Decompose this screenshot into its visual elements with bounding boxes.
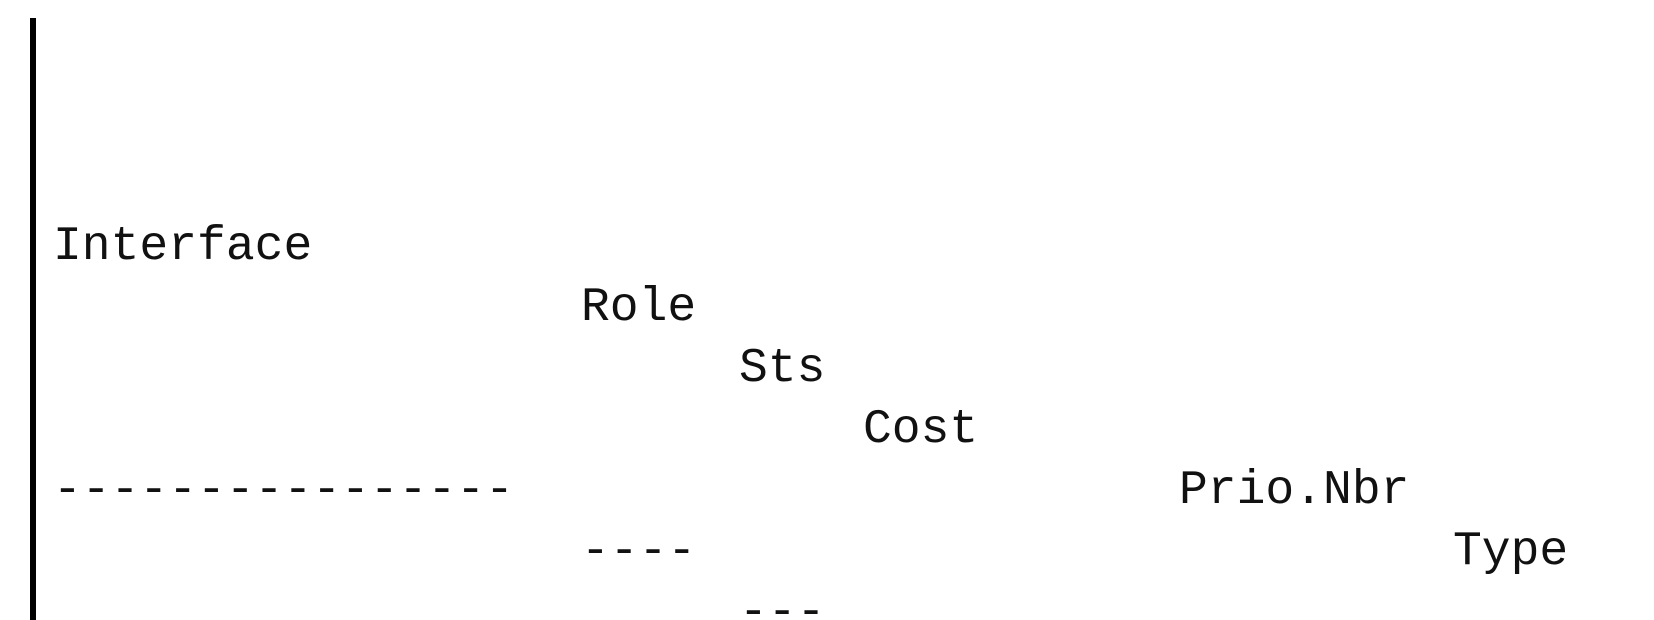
left-border-line: [30, 18, 36, 620]
separator-row: ---------------- ---- --- --------- ----…: [53, 400, 1633, 620]
header-interface: Interface: [53, 220, 313, 274]
header-prio-nbr: Prio.Nbr: [1179, 464, 1410, 518]
header-sts: Sts: [739, 342, 826, 396]
header-cost: Cost: [863, 403, 979, 457]
header-role: Role: [581, 281, 697, 335]
separator-interface: ----------------: [53, 464, 514, 518]
table-header-row: Interface Role Sts Cost Prio.Nbr Type: [53, 156, 1633, 579]
spanning-tree-table: Interface Role Sts Cost Prio.Nbr Type --…: [53, 34, 1633, 620]
header-type: Type: [1453, 525, 1569, 579]
separator-role: ----: [581, 525, 697, 579]
separator-sts: ---: [739, 586, 826, 620]
